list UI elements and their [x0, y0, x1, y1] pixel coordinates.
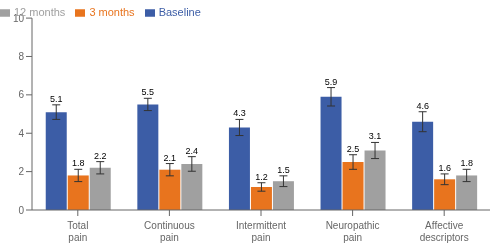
svg-text:4.3: 4.3 — [233, 108, 246, 118]
svg-text:1.6: 1.6 — [438, 163, 451, 173]
svg-text:2.5: 2.5 — [347, 144, 360, 154]
svg-text:5.5: 5.5 — [142, 87, 155, 97]
svg-text:2.1: 2.1 — [164, 153, 177, 163]
svg-text:0: 0 — [18, 205, 24, 216]
svg-text:Continuouspain: Continuouspain — [144, 220, 195, 243]
svg-text:4.6: 4.6 — [416, 101, 429, 111]
svg-text:Intermittentpain: Intermittentpain — [236, 220, 286, 243]
svg-text:5.1: 5.1 — [50, 94, 63, 104]
svg-text:6: 6 — [18, 89, 24, 100]
svg-text:5.9: 5.9 — [325, 77, 338, 87]
svg-text:1.5: 1.5 — [277, 165, 290, 175]
svg-text:1.2: 1.2 — [255, 172, 268, 182]
svg-text:1.8: 1.8 — [460, 158, 473, 168]
svg-text:10: 10 — [13, 13, 25, 24]
svg-text:1.8: 1.8 — [72, 158, 85, 168]
svg-text:3.1: 3.1 — [369, 131, 382, 141]
svg-text:Affectivedescriptors: Affectivedescriptors — [420, 220, 469, 243]
svg-text:2.2: 2.2 — [94, 151, 107, 161]
svg-text:4: 4 — [18, 128, 24, 139]
svg-text:2.4: 2.4 — [186, 146, 199, 156]
svg-text:Totalpain: Totalpain — [67, 220, 88, 243]
svg-text:Neuropathicpain: Neuropathicpain — [326, 220, 380, 243]
svg-text:8: 8 — [18, 51, 24, 62]
svg-text:2: 2 — [18, 166, 24, 177]
